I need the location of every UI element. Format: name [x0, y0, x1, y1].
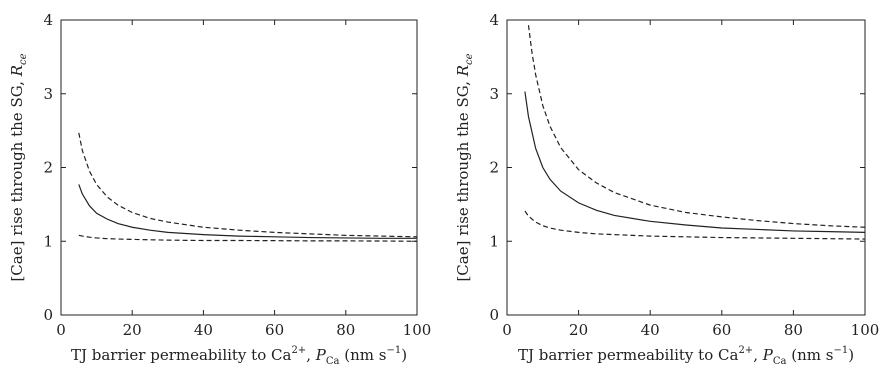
- x-axis-label: TJ barrier permeability to Ca2+, PCa (nm…: [518, 345, 854, 367]
- y-tick-label: 4: [489, 11, 499, 29]
- plot-frame: [506, 19, 866, 316]
- y-tick-label: 3: [43, 85, 53, 103]
- x-tick-label: 60: [712, 321, 731, 339]
- y-axis-label: [Cae] rise through the SG, Rce: [454, 53, 475, 281]
- chart-left: 0 20 40 60 80 100 0 1 2 3 4 TJ barrier permeability…: [8, 11, 431, 367]
- x-tick-label: 40: [641, 321, 660, 339]
- y-tick-label: 2: [489, 159, 499, 177]
- chart-right: 0 20 40 60 80 100 0 1 2 3 4 TJ barrier permeability…: [454, 11, 879, 367]
- series-line-1-solid: [524, 91, 866, 233]
- y-tick-label: 1: [43, 232, 53, 250]
- series-line-2-dashed: [78, 234, 418, 242]
- x-tick-label: 20: [123, 321, 142, 339]
- x-tick-label: 80: [784, 321, 803, 339]
- y-tick-label: 4: [43, 11, 53, 29]
- y-tick-label: 2: [43, 159, 53, 177]
- y-tick-label: 3: [489, 85, 499, 103]
- x-axis-label: TJ barrier permeability to Ca2+, PCa (nm…: [71, 345, 407, 367]
- x-tick-label: 80: [336, 321, 355, 339]
- x-tick-label: 40: [194, 321, 213, 339]
- x-tick-label: 100: [851, 321, 880, 339]
- y-tick-label: 0: [43, 306, 53, 324]
- y-tick-label: 1: [489, 232, 499, 250]
- x-tick-label: 100: [403, 321, 432, 339]
- x-tick-label: 60: [265, 321, 284, 339]
- y-tick-label: 0: [489, 306, 499, 324]
- series-line-1-solid: [78, 184, 417, 239]
- plot-frame: [60, 19, 418, 316]
- series-line-0-dashed: [78, 132, 418, 238]
- x-tick-label: 20: [569, 321, 588, 339]
- x-tick-label: 0: [56, 321, 66, 339]
- series-line-0-dashed: [527, 25, 866, 228]
- y-axis-label: [Cae] rise through the SG, Rce: [8, 53, 29, 281]
- series-line-2-dashed: [524, 210, 866, 240]
- x-tick-label: 0: [502, 321, 512, 339]
